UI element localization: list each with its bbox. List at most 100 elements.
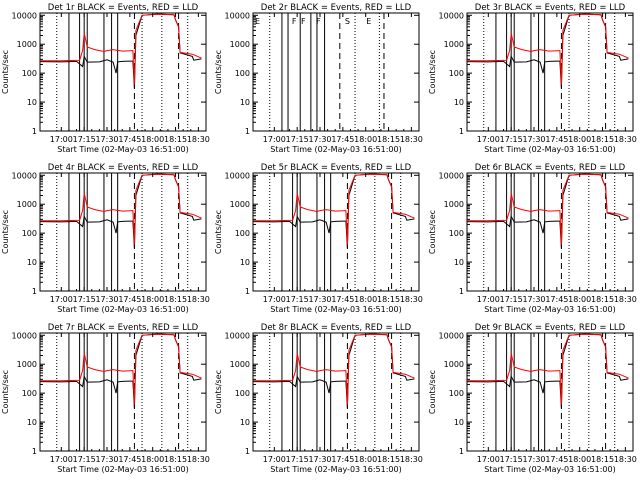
x-tick-label: 18:00 — [354, 455, 377, 464]
y-axis-label: Counts/sec — [1, 50, 10, 94]
x-tick-label: 18:00 — [141, 455, 164, 464]
x-tick-label: 17:00 — [477, 295, 500, 304]
x-tick-label: 17:45 — [118, 455, 141, 464]
plot-frame — [39, 172, 207, 292]
x-tick-label: 17:45 — [331, 455, 354, 464]
x-tick-label: 17:00 — [50, 135, 73, 144]
x-axis-label: Start Time (02-May-03 16:51:00) — [57, 145, 188, 154]
y-axis-label: Counts/sec — [1, 370, 10, 414]
series-lld — [253, 173, 415, 245]
x-tick-label: 17:30 — [522, 295, 545, 304]
y-tick-label: 10000 — [225, 171, 250, 180]
series-lld — [253, 333, 415, 405]
panel-9: 17:00 17:15 17:30 17:45 18:00 18:15 18:30 1 10 10… — [428, 323, 637, 474]
y-tick-label: 10 — [454, 418, 464, 427]
x-tick-label: 17:30 — [95, 455, 118, 464]
y-tick-label: 1000 — [17, 360, 37, 369]
x-tick-label: 18:00 — [354, 135, 377, 144]
y-tick-label: 1000 — [444, 200, 464, 209]
series-lld — [467, 333, 629, 405]
y-tick-label: 10 — [240, 258, 250, 267]
plot-frame — [466, 172, 634, 292]
x-tick-label: 17:30 — [308, 455, 331, 464]
y-tick-label: 10 — [240, 98, 250, 107]
y-tick-label: 1000 — [444, 360, 464, 369]
x-tick-label: 17:30 — [308, 295, 331, 304]
y-axis-label: Counts/sec — [1, 210, 10, 254]
x-tick-label: 18:30 — [614, 295, 637, 304]
y-axis-label: Counts/sec — [428, 50, 437, 94]
annotation-letter: F — [292, 17, 297, 26]
y-tick-label: 1000 — [230, 360, 250, 369]
x-tick-label: 18:30 — [400, 135, 423, 144]
panel-4: 17:00 17:15 17:30 17:45 18:00 18:15 18:30 1 10 10… — [1, 163, 210, 314]
x-tick-label: 18:30 — [614, 135, 637, 144]
series-lld — [467, 173, 629, 245]
panel-5: 17:00 17:15 17:30 17:45 18:00 18:15 18:30 1 10 10… — [214, 163, 423, 314]
x-tick-label: 18:00 — [568, 135, 591, 144]
y-tick-label: 10 — [27, 258, 37, 267]
plot-area — [40, 333, 202, 451]
y-tick-label: 10000 — [12, 331, 37, 340]
x-tick-label: 17:15 — [500, 295, 523, 304]
x-axis-label: Start Time (02-May-03 16:51:00) — [57, 305, 188, 314]
x-tick-label: 18:00 — [141, 135, 164, 144]
y-tick-label: 10 — [454, 258, 464, 267]
x-axis-label: Start Time (02-May-03 16:51:00) — [484, 305, 615, 314]
x-tick-label: 17:30 — [522, 455, 545, 464]
x-tick-label: 18:00 — [568, 455, 591, 464]
y-tick-label: 100 — [235, 229, 250, 238]
y-tick-label: 10000 — [225, 11, 250, 20]
plot-area — [40, 13, 202, 131]
y-tick-label: 1000 — [444, 40, 464, 49]
x-tick-label: 17:30 — [308, 135, 331, 144]
plot-area — [269, 13, 385, 131]
x-tick-label: 17:15 — [286, 455, 309, 464]
x-tick-label: 17:15 — [73, 295, 96, 304]
panel-title: Det 2r BLACK = Events, RED = LLD — [261, 3, 412, 13]
panel-1: 17:00 17:15 17:30 17:45 18:00 18:15 18:30 1 10 10… — [1, 3, 210, 154]
x-tick-label: 18:30 — [614, 455, 637, 464]
x-tick-label: 18:00 — [141, 295, 164, 304]
x-tick-label: 18:15 — [164, 295, 187, 304]
y-tick-label: 10000 — [439, 331, 464, 340]
plot-area — [467, 173, 629, 291]
x-axis-label: Start Time (02-May-03 16:51:00) — [57, 465, 188, 474]
plot-frame — [39, 332, 207, 452]
y-tick-label: 1 — [245, 127, 250, 136]
panel-6: 17:00 17:15 17:30 17:45 18:00 18:15 18:30 1 10 10… — [428, 163, 637, 314]
x-axis-label: Start Time (02-May-03 16:51:00) — [270, 305, 401, 314]
plot-area — [467, 13, 629, 131]
x-tick-label: 17:00 — [477, 135, 500, 144]
y-tick-label: 1 — [245, 287, 250, 296]
panel-title: Det 3r BLACK = Events, RED = LLD — [475, 3, 626, 13]
x-tick-label: 17:00 — [477, 455, 500, 464]
x-tick-label: 17:45 — [331, 295, 354, 304]
y-tick-label: 1000 — [17, 40, 37, 49]
x-tick-label: 17:15 — [500, 455, 523, 464]
y-tick-label: 1000 — [17, 200, 37, 209]
panel-title: Det 6r BLACK = Events, RED = LLD — [475, 163, 626, 173]
y-tick-label: 100 — [22, 229, 37, 238]
y-axis-label: Counts/sec — [428, 210, 437, 254]
x-tick-label: 17:30 — [95, 135, 118, 144]
plot-frame — [252, 12, 420, 132]
x-tick-label: 17:15 — [73, 455, 96, 464]
y-tick-label: 1 — [459, 447, 464, 456]
x-tick-label: 17:30 — [95, 295, 118, 304]
x-tick-label: 17:45 — [331, 135, 354, 144]
x-tick-label: 17:00 — [263, 135, 286, 144]
y-tick-label: 10000 — [439, 171, 464, 180]
y-axis-label: Counts/sec — [428, 370, 437, 414]
x-tick-label: 18:30 — [187, 295, 210, 304]
annotation-letter: E — [255, 17, 260, 26]
y-tick-label: 10 — [27, 98, 37, 107]
y-tick-label: 10 — [454, 98, 464, 107]
y-tick-label: 10000 — [225, 331, 250, 340]
y-tick-label: 10000 — [12, 171, 37, 180]
panel-title: Det 4r BLACK = Events, RED = LLD — [48, 163, 199, 173]
panel-title: Det 7r BLACK = Events, RED = LLD — [48, 323, 199, 333]
panel-title: Det 9r BLACK = Events, RED = LLD — [475, 323, 626, 333]
plot-frame — [466, 332, 634, 452]
